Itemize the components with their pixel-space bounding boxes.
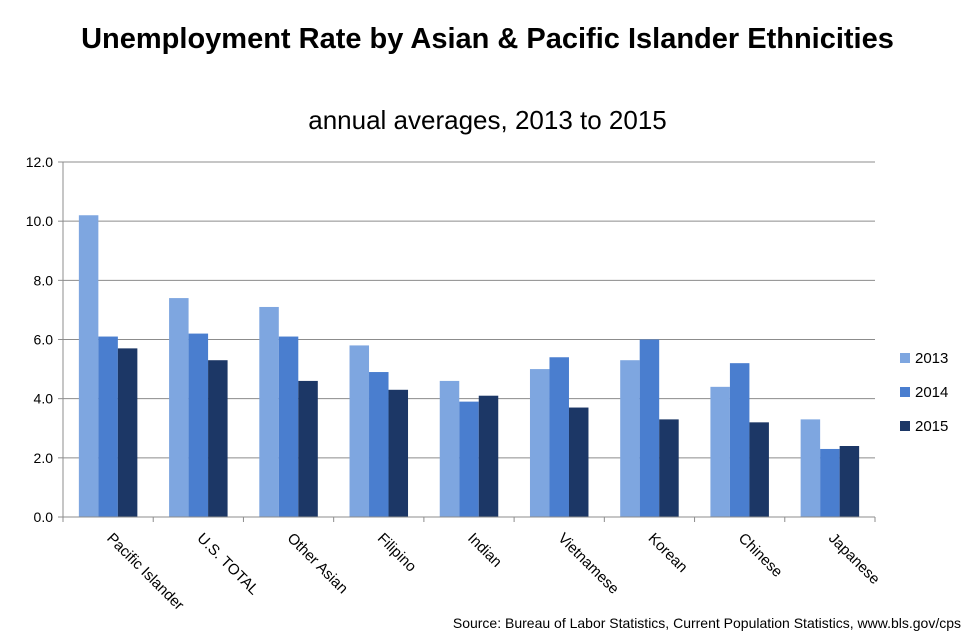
- legend-swatch-2013: [900, 353, 910, 363]
- bar-2014: [278, 336, 299, 517]
- bar-2013: [800, 419, 821, 517]
- y-tick-label: 10.0: [26, 213, 53, 229]
- x-category-label: Korean: [645, 530, 691, 576]
- bar-2015: [388, 389, 409, 517]
- x-category-label: Japanese: [825, 530, 883, 588]
- x-category-label: Chinese: [735, 530, 786, 581]
- bar-2015: [117, 348, 138, 517]
- bar-2015: [478, 395, 499, 517]
- legend-swatch-2014: [900, 387, 910, 397]
- bar-2013: [620, 360, 640, 517]
- axes: [58, 161, 876, 522]
- legend-label: 2015: [915, 418, 948, 435]
- y-tick-label: 8.0: [34, 272, 54, 288]
- bars: [78, 215, 860, 517]
- x-category-label: Filipino: [374, 530, 420, 576]
- bar-2015: [208, 360, 228, 517]
- bar-2013: [78, 215, 99, 517]
- source-note: Source: Bureau of Labor Statistics, Curr…: [452, 615, 961, 631]
- bar-2015: [568, 407, 589, 517]
- legend-swatch-2015: [900, 421, 910, 431]
- bar-2013: [169, 298, 189, 517]
- bar-2014: [459, 401, 479, 517]
- category-labels: Pacific Islander U.S. TOTAL Other Asian Fil…: [103, 530, 883, 614]
- legend-label: 2014: [915, 384, 948, 401]
- x-category-label: Pacific Islander: [103, 530, 187, 614]
- bar-2014: [98, 336, 118, 517]
- bar-2015: [659, 419, 679, 517]
- bar-2014: [369, 372, 389, 517]
- bar-2013: [259, 306, 279, 517]
- y-tick-label: 6.0: [34, 332, 54, 348]
- bar-2013: [349, 345, 370, 517]
- bar-2014: [729, 363, 750, 517]
- x-category-label: Other Asian: [284, 530, 351, 597]
- chart-subtitle: annual averages, 2013 to 2015: [308, 105, 667, 135]
- x-category-label: U.S. TOTAL: [194, 530, 263, 599]
- x-category-label: Vietnamese: [554, 530, 622, 598]
- y-tick-label: 2.0: [34, 450, 54, 466]
- bar-2015: [749, 422, 769, 517]
- bar-2014: [639, 339, 660, 517]
- y-tick-label: 0.0: [34, 509, 54, 525]
- bar-2013: [710, 386, 730, 517]
- y-tick-label: 12.0: [26, 154, 53, 170]
- y-tick-label: 4.0: [34, 391, 54, 407]
- bar-2013: [529, 369, 550, 517]
- bar-2014: [188, 333, 209, 517]
- tick-labels: 0.0 2.0 4.0 6.0 8.0 10.0 12.0: [26, 154, 53, 525]
- bar-2015: [839, 446, 860, 517]
- bar-2013: [439, 380, 460, 517]
- legend-label: 2013: [915, 350, 948, 367]
- chart-title: Unemployment Rate by Asian & Pacific Isl…: [81, 23, 894, 55]
- bar-2014: [820, 448, 840, 517]
- bar-2014: [549, 357, 569, 517]
- legend: 2013 2014 2015: [900, 350, 948, 435]
- x-category-label: Indian: [464, 530, 505, 571]
- bar-2015: [298, 380, 318, 517]
